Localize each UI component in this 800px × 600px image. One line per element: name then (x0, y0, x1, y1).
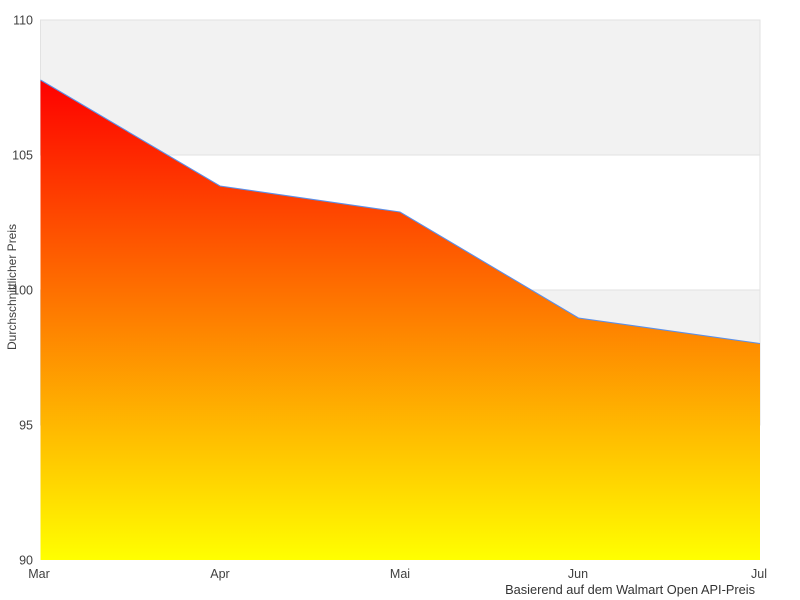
svg-text:Mar: Mar (28, 567, 50, 581)
svg-text:Durchschnittlicher Preis: Durchschnittlicher Preis (5, 224, 19, 350)
svg-text:Basierend auf dem Walmart Open: Basierend auf dem Walmart Open API-Preis (505, 582, 755, 597)
svg-text:100: 100 (12, 284, 33, 298)
svg-text:95: 95 (19, 419, 33, 433)
svg-text:110: 110 (13, 14, 33, 28)
svg-text:Mai: Mai (390, 567, 410, 581)
svg-text:Apr: Apr (210, 567, 229, 581)
svg-text:105: 105 (12, 149, 33, 163)
svg-text:Jun: Jun (568, 567, 588, 581)
svg-text:Jul: Jul (751, 567, 767, 581)
svg-text:90: 90 (19, 554, 33, 568)
